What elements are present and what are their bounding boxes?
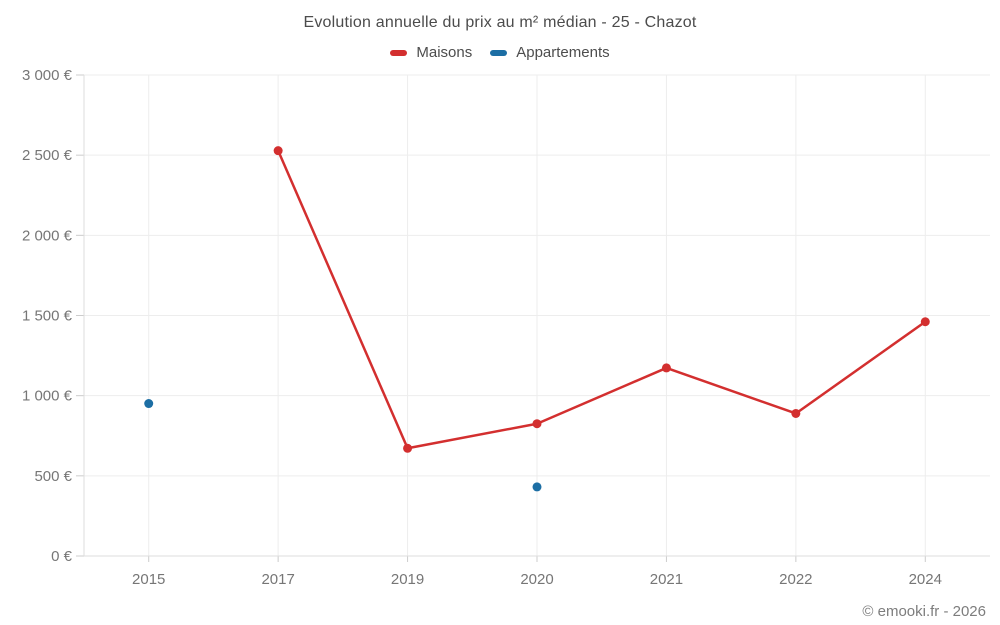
y-axis-label: 2 000 € xyxy=(22,227,73,244)
x-axis-label: 2020 xyxy=(520,571,553,588)
maisons-data-point xyxy=(403,443,413,453)
legend-item-maisons[interactable]: Maisons xyxy=(390,44,472,61)
y-axis-label: 0 € xyxy=(51,548,73,565)
y-axis-label: 1 500 € xyxy=(22,308,73,325)
watermark-credit: © emooki.fr - 2026 xyxy=(862,603,986,620)
y-axis-label: 1 000 € xyxy=(22,388,73,405)
chart-legend: Maisons Appartements xyxy=(0,44,1000,61)
legend-item-label: Maisons xyxy=(416,44,473,61)
maisons-data-point xyxy=(273,146,283,156)
x-axis-label: 2019 xyxy=(391,571,424,588)
appartements-data-point xyxy=(144,399,154,409)
x-axis-label: 2015 xyxy=(132,571,165,588)
maisons-data-point xyxy=(532,419,542,429)
maisons-series-swatch-icon xyxy=(390,49,408,56)
appartements-series-swatch-icon xyxy=(490,49,508,56)
y-axis-label: 3 000 € xyxy=(22,67,73,84)
x-axis-label: 2021 xyxy=(650,571,683,588)
x-axis-label: 2017 xyxy=(261,571,294,588)
maisons-data-point xyxy=(791,408,801,418)
appartements-data-point xyxy=(532,482,542,492)
maisons-data-point xyxy=(661,363,671,373)
y-axis-label: 500 € xyxy=(34,468,72,485)
x-axis-label: 2022 xyxy=(779,571,812,588)
x-axis-label: 2024 xyxy=(909,571,942,588)
legend-item-label: Appartements xyxy=(516,44,610,61)
legend-item-appartements[interactable]: Appartements xyxy=(490,44,610,61)
maisons-series-line xyxy=(276,149,927,450)
maisons-data-point xyxy=(920,317,930,327)
y-axis-label: 2 500 € xyxy=(22,147,73,164)
chart-title: Evolution annuelle du prix au m² médian … xyxy=(303,14,697,31)
